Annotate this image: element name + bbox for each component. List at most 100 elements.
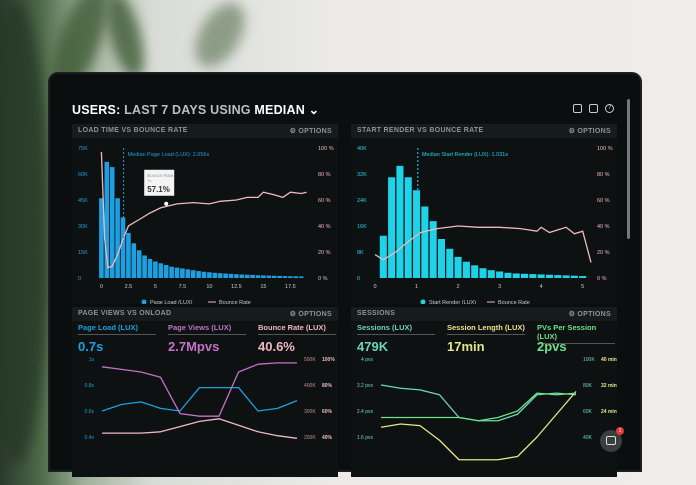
y3-tick-label: 80% [322,383,333,389]
x-tick-label: 4 [540,284,543,290]
histogram-bar [169,266,174,278]
histogram-bar [379,235,387,278]
chat-icon [606,436,616,445]
y-tick-label: 32K [357,172,367,178]
scrollbar[interactable] [627,99,630,239]
chat-button[interactable]: 1 [600,427,624,452]
histogram-bar [293,276,299,278]
y2-tick-label: 40 % [318,224,331,230]
histogram-bar [277,275,282,278]
load-time-chart: 0 15K 30K 45K 60K 75K 0 % 20 % 40 % 60 % 80 % 100 %… [78,146,334,304]
y-tick-label: 0 [357,276,360,282]
x-tick-label: 15 [260,284,266,290]
series-line [380,384,577,422]
histogram-bar [212,272,218,278]
metric-label: Sessions (LUX) [357,323,435,335]
histogram-bar [496,271,504,278]
histogram-bar [282,276,288,278]
x-tick-label: 12.5 [231,284,242,290]
panel-title: PAGE VIEWS VS ONLOAD [78,310,172,317]
histogram-bar [126,232,131,278]
x-tick-label: 3 [498,284,501,290]
options-button[interactable]: ⚙ OPTIONS [289,128,332,135]
y3-tick-label: 60% [322,409,333,415]
histogram-bar [255,275,261,278]
histogram-bar [487,270,495,278]
legend-label: Page Load (LUX) [150,300,193,304]
histogram-bar [266,275,272,278]
page-title[interactable]: USERS: LAST 7 DAYS USING MEDIAN ⌄ [72,102,319,117]
metric-label: Page Load (LUX) [78,323,156,335]
page-views-panel: PAGE VIEWS VS ONLOAD ⚙ OPTIONS Page Load … [72,307,338,477]
histogram-bar [579,276,587,278]
histogram-bar [142,255,147,278]
histogram-bar [504,272,512,278]
y2-tick-label: 80 % [318,172,331,178]
y-tick-label: 0.4s [85,435,95,441]
image-icon[interactable] [589,104,598,113]
histogram-bar [471,265,479,278]
histogram-bar [554,275,562,278]
histogram-bar [396,165,404,278]
histogram-bar [109,167,115,278]
series-line [102,418,298,439]
y-tick-label: 30K [78,224,88,230]
histogram-bar [404,177,412,278]
metric-value: 2pvs [537,339,567,354]
bounce-rate-line [374,225,592,263]
y2-tick-label: 60 % [318,198,331,204]
y-tick-label: 75K [78,146,88,152]
histogram-bar [271,275,277,278]
laptop-screen: USERS: LAST 7 DAYS USING MEDIAN ⌄ ? LOAD… [48,72,642,477]
histogram-bar [223,273,228,278]
monitor-icon[interactable] [573,104,582,113]
histogram-bar [217,273,223,278]
histogram-bar [196,271,201,278]
y-tick-label: 8K [357,250,364,256]
y3-tick-label: 32 min [601,383,617,389]
histogram-bar [115,198,120,278]
tooltip-value: 57.1% [147,185,170,194]
help-icon[interactable]: ? [605,104,614,113]
series-line [380,391,577,461]
bounce-rate-line [100,151,307,269]
metric-value: 40.6% [258,339,295,354]
y-tick-label: 1s [89,357,95,363]
panel-title: SESSIONS [357,310,396,317]
histogram-bar [120,217,126,278]
y2-tick-label: 80K [583,383,593,389]
notification-badge: 1 [616,427,624,435]
title-prefix: USERS: [72,103,121,117]
chevron-down-icon[interactable]: ⌄ [308,103,320,117]
series-line [101,386,298,412]
options-button[interactable]: ⚙ OPTIONS [568,128,611,135]
y2-tick-label: 60K [583,409,593,415]
y2-tick-label: 500K [304,357,316,363]
histogram-bar [388,177,396,278]
options-button[interactable]: ⚙ OPTIONS [289,311,332,318]
histogram-bar [545,274,553,278]
start-render-chart: 0 8K 16K 24K 32K 40K 0 % 20 % 40 % 60 % 80 % 100 % 0… [357,146,613,304]
y2-tick-label: 0 % [597,276,607,282]
load-time-panel: LOAD TIME VS BOUNCE RATE ⚙ OPTIONS 0 15K 30… [72,124,338,304]
y2-tick-label: 80 % [597,172,610,178]
options-button[interactable]: ⚙ OPTIONS [568,311,611,318]
x-tick-label: 0 [100,284,103,290]
y-tick-label: 15K [78,250,88,256]
y-tick-label: 40K [357,146,367,152]
y2-tick-label: 100K [583,357,595,363]
histogram-bar [261,275,266,278]
legend-swatch [420,299,426,304]
y-tick-label: 3.2 pvs [357,383,374,389]
x-tick-label: 7.5 [179,284,187,290]
y2-tick-label: 40K [583,435,593,441]
histogram-bar [413,190,421,278]
histogram-bar [454,256,462,278]
metric-label: Session Length (LUX) [447,323,525,335]
histogram-bar [521,273,529,278]
histogram-bar [537,274,545,278]
histogram-bar [288,276,293,278]
line-chart: 1.6 pvs 2.4 pvs 3.2 pvs 4 pvs 40K 60K 80K 100K 2… [357,357,617,461]
y-tick-label: 45K [78,198,88,204]
histogram-bar [479,268,487,278]
